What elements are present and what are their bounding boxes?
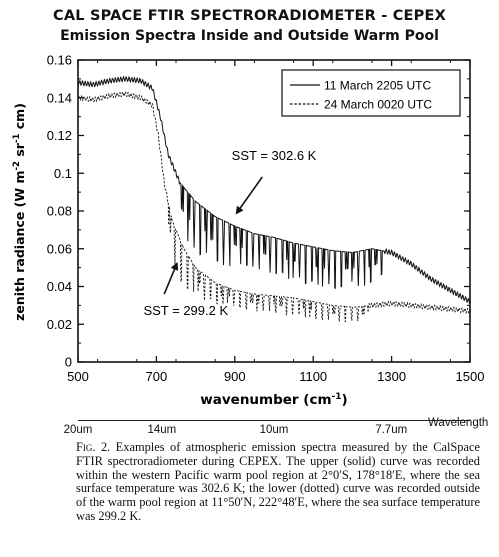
- annotation-arrow-1: [235, 176, 263, 215]
- wavelength-tick-label: 7.7um: [375, 424, 408, 436]
- y-tick-label: 0.16: [47, 53, 72, 68]
- x-axis-label-main: wavenumber (cm: [200, 392, 331, 408]
- series-line-1: [77, 75, 470, 304]
- legend-label-1: 11 March 2205 UTC: [324, 79, 431, 93]
- x-tick-label: 1100: [299, 369, 327, 384]
- y-tick-label: 0.04: [47, 279, 72, 294]
- series-line-2: [77, 90, 471, 323]
- chart-title: CAL SPACE FTIR SPECTRORADIOMETER - CEPEX: [53, 8, 446, 24]
- caption-text: Examples of atmospheric emission spectra…: [76, 440, 480, 523]
- wavelength-tick-label: 10um: [259, 424, 289, 436]
- x-axis-label-end: ): [342, 392, 348, 408]
- legend-box: [281, 69, 461, 117]
- annotation-label-1: SST = 302.6 K: [232, 148, 317, 163]
- y-axis-label: zenith radiance (W m-2 sr-1 cm): [12, 103, 27, 321]
- x-tick-label: 1300: [377, 369, 406, 384]
- x-tick-label: 500: [67, 369, 89, 384]
- annotation-arrow-2: [163, 262, 179, 295]
- wavelength-tick-label: 14um: [147, 424, 177, 436]
- spectra-chart: 500 700 900 1100 1300 1500 0 0.02 0.04 0.06 0.08 0.…: [12, 53, 485, 409]
- x-tick-label: 900: [224, 369, 246, 384]
- wavelength-axis-line: [78, 420, 470, 433]
- y-tick-label: 0.14: [47, 90, 72, 105]
- y-tick-label: 0.08: [47, 204, 72, 219]
- y-tick-label: 0.06: [47, 241, 72, 256]
- x-axis-label-sup: -1: [332, 392, 342, 402]
- y-tick-label: 0.02: [47, 317, 72, 332]
- annotation-label-2: SST = 299.2 K: [143, 303, 228, 318]
- x-tick-label: 1500: [456, 369, 485, 384]
- y-tick-label: 0.12: [47, 128, 72, 143]
- chart-subtitle: Emission Spectra Inside and Outside Warm…: [60, 28, 439, 44]
- y-tick-label: 0.1: [54, 166, 72, 181]
- x-tick-label: 700: [146, 369, 168, 384]
- figure-caption: Fig. 2. Examples of atmospheric emission…: [76, 440, 480, 524]
- wavelength-axis-title: Wavelength: [428, 417, 489, 429]
- x-axis-label: wavenumber (cm-1): [200, 392, 347, 408]
- wavelength-tick-label: 20um: [63, 424, 93, 436]
- figure-label: Fig. 2.: [76, 440, 111, 454]
- y-tick-label: 0: [65, 355, 72, 370]
- legend-label-2: 24 March 0020 UTC: [324, 98, 432, 112]
